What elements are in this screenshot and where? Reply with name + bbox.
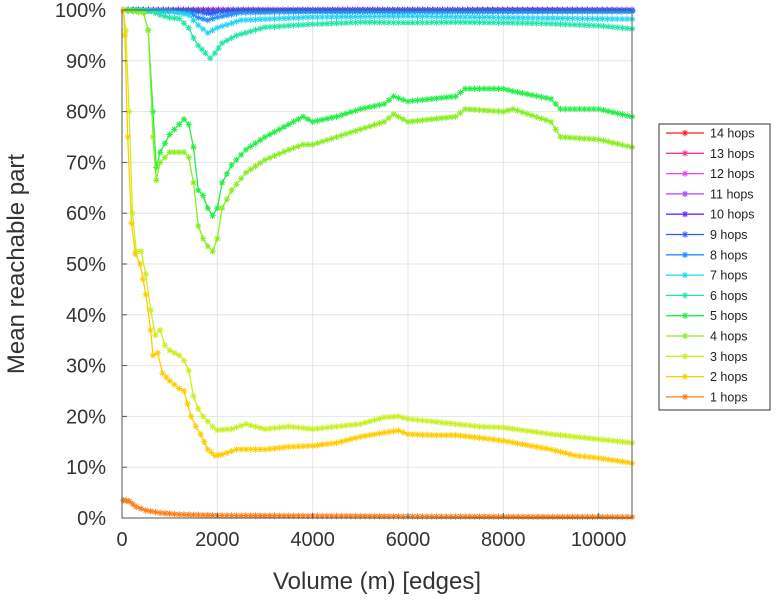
y-tick-label: 20% [66,406,106,428]
legend-item-9-hops: 9 hops [666,228,748,242]
legend-item-8-hops: 8 hops [666,248,748,262]
legend-label: 3 hops [710,350,748,364]
legend-label: 11 hops [710,187,754,201]
y-tick-label: 100% [55,0,106,22]
legend-label: 7 hops [710,269,748,283]
y-axis-title: Mean reachable part [3,154,30,374]
x-tick-label: 0 [116,529,127,551]
x-tick-label: 6000 [386,529,431,551]
series-markers-1-hops [120,497,636,521]
y-tick-label: 70% [66,152,106,174]
legend-swatch-marker [681,211,689,218]
legend-item-6-hops: 6 hops [666,289,748,303]
legend-label: 14 hops [710,127,754,141]
x-axis-ticks: 0 2000 4000 6000 8000 10000 [116,513,626,551]
legend-swatch-marker [681,150,689,157]
legend-items: 14 hops 13 hops 12 hops 11 hops 10 hops 9 hop… [666,127,754,404]
legend-swatch-marker [681,292,689,299]
series-2-hops [120,6,636,467]
legend-label: 8 hops [710,248,748,262]
y-tick-label: 90% [66,51,106,73]
legend-label: 6 hops [710,289,748,303]
legend-item-7-hops: 7 hops [666,269,748,283]
legend-label: 10 hops [710,208,754,222]
y-axis-ticks: 0% 10% 20% 30% 40% 50% 60% 70% 80% 90% 100% [55,0,127,530]
legend-item-11-hops: 11 hops [666,187,754,201]
legend-item-1-hops: 1 hops [666,390,748,404]
y-tick-label: 40% [66,305,106,327]
x-tick-label: 2000 [195,529,240,551]
legend-swatch-marker [681,312,689,319]
legend-label: 9 hops [710,228,748,242]
grid [121,9,632,519]
legend-item-13-hops: 13 hops [666,147,754,161]
series-3-hops [120,6,636,446]
legend-swatch-marker [681,231,689,238]
series-6-hops [120,6,636,62]
series-markers-2-hops [120,6,636,467]
legend-swatch-marker [681,271,689,279]
legend-item-10-hops: 10 hops [666,208,754,222]
y-tick-label: 10% [66,457,106,479]
legend-item-4-hops: 4 hops [666,330,748,344]
legend-swatch-marker [681,373,689,380]
x-tick-label: 10000 [571,529,627,551]
legend-label: 4 hops [710,330,748,344]
legend-label: 12 hops [710,167,754,181]
y-tick-label: 50% [66,254,106,276]
legend-swatch-marker [681,170,689,177]
legend-swatch-marker [681,353,689,360]
legend-item-14-hops: 14 hops [666,127,754,141]
legend-item-12-hops: 12 hops [666,167,754,181]
legend-swatch-marker [681,251,689,258]
legend-label: 5 hops [710,309,748,323]
series-line-2-hops [122,9,633,464]
x-tick-label: 4000 [290,529,335,551]
legend-swatch-marker [681,129,689,137]
legend: 14 hops 13 hops 12 hops 11 hops 10 hops 9 hop… [658,123,771,411]
legend-label: 1 hops [710,390,748,404]
y-tick-label: 30% [66,356,106,378]
legend-item-5-hops: 5 hops [666,309,748,323]
y-tick-label: 80% [66,102,106,124]
legend-label: 13 hops [710,147,754,161]
legend-item-2-hops: 2 hops [666,370,748,384]
x-axis-title: Volume (m) [edges] [273,568,481,595]
series-5-hops [120,6,636,219]
y-tick-label: 0% [77,508,106,530]
legend-swatch-marker [681,393,689,401]
y-tick-label: 60% [66,203,106,225]
series-1-hops [120,497,636,521]
x-tick-label: 8000 [481,529,526,551]
legend-swatch-marker [681,332,689,340]
series-line-5-hops [123,9,633,217]
legend-label: 2 hops [710,370,748,384]
legend-item-3-hops: 3 hops [666,350,748,364]
legend-box [658,123,771,411]
legend-swatch-marker [681,190,689,198]
